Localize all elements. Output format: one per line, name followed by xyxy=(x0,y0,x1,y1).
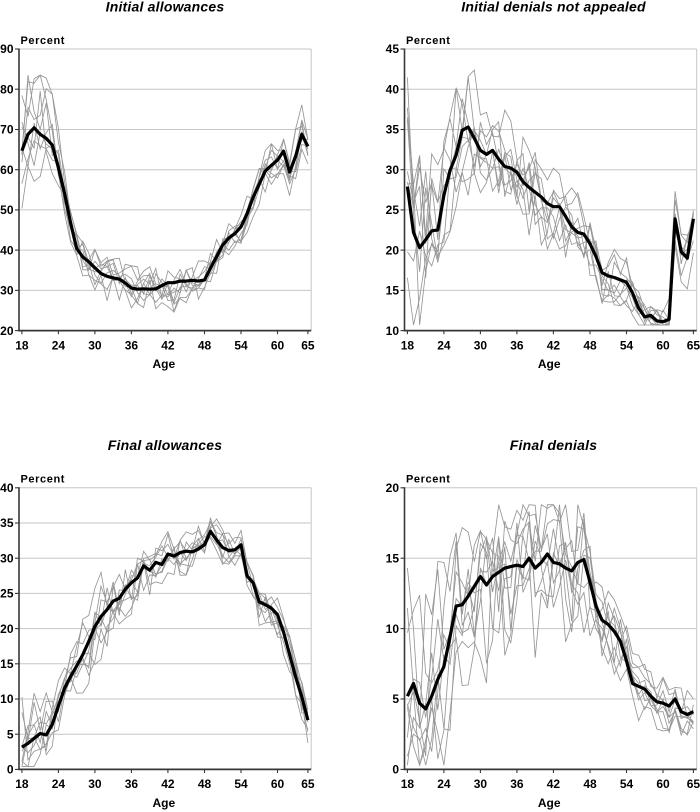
svg-text:0: 0 xyxy=(392,763,399,777)
svg-text:5: 5 xyxy=(392,692,399,706)
svg-text:24: 24 xyxy=(437,338,451,352)
svg-text:60: 60 xyxy=(271,777,285,791)
svg-text:Age: Age xyxy=(538,796,561,810)
svg-text:65: 65 xyxy=(301,777,315,791)
svg-text:50: 50 xyxy=(0,203,14,217)
svg-text:40: 40 xyxy=(0,481,14,495)
svg-text:54: 54 xyxy=(620,777,634,791)
svg-text:10: 10 xyxy=(386,622,400,636)
svg-text:Initial allowances: Initial allowances xyxy=(106,0,225,14)
svg-text:36: 36 xyxy=(125,338,139,352)
svg-text:20: 20 xyxy=(0,622,14,636)
svg-text:15: 15 xyxy=(0,657,14,671)
svg-text:20: 20 xyxy=(386,243,400,257)
svg-text:60: 60 xyxy=(656,777,670,791)
svg-text:24: 24 xyxy=(52,777,66,791)
svg-text:Initial denials not appealed: Initial denials not appealed xyxy=(461,0,646,14)
svg-text:Age: Age xyxy=(152,357,175,371)
svg-text:25: 25 xyxy=(386,203,400,217)
svg-text:24: 24 xyxy=(52,338,66,352)
svg-text:30: 30 xyxy=(0,551,14,565)
svg-text:Age: Age xyxy=(538,357,561,371)
svg-text:48: 48 xyxy=(583,777,597,791)
svg-text:65: 65 xyxy=(687,338,700,352)
svg-text:60: 60 xyxy=(0,163,14,177)
svg-text:40: 40 xyxy=(0,243,14,257)
svg-text:30: 30 xyxy=(474,338,488,352)
svg-text:20: 20 xyxy=(0,324,14,338)
svg-text:65: 65 xyxy=(301,338,315,352)
svg-text:Percent: Percent xyxy=(406,474,451,486)
svg-text:80: 80 xyxy=(0,82,14,96)
svg-text:36: 36 xyxy=(510,777,524,791)
svg-text:30: 30 xyxy=(88,777,102,791)
svg-text:42: 42 xyxy=(547,338,561,352)
svg-text:42: 42 xyxy=(547,777,561,791)
svg-text:Percent: Percent xyxy=(406,35,451,47)
svg-text:30: 30 xyxy=(88,338,102,352)
svg-text:70: 70 xyxy=(0,123,14,137)
svg-text:42: 42 xyxy=(161,338,175,352)
svg-text:18: 18 xyxy=(401,777,415,791)
svg-text:54: 54 xyxy=(234,338,248,352)
svg-text:10: 10 xyxy=(0,692,14,706)
svg-text:10: 10 xyxy=(386,324,400,338)
svg-text:35: 35 xyxy=(0,516,14,530)
svg-text:35: 35 xyxy=(386,123,400,137)
svg-text:45: 45 xyxy=(386,42,400,56)
svg-text:42: 42 xyxy=(161,777,175,791)
svg-text:18: 18 xyxy=(15,338,29,352)
svg-text:30: 30 xyxy=(386,163,400,177)
svg-text:Final allowances: Final allowances xyxy=(108,437,222,453)
svg-text:30: 30 xyxy=(0,284,14,298)
svg-text:60: 60 xyxy=(656,338,670,352)
svg-text:Percent: Percent xyxy=(21,35,66,47)
svg-text:54: 54 xyxy=(234,777,248,791)
svg-text:36: 36 xyxy=(510,338,524,352)
svg-text:15: 15 xyxy=(386,284,400,298)
svg-text:36: 36 xyxy=(125,777,139,791)
svg-text:60: 60 xyxy=(271,338,285,352)
svg-text:24: 24 xyxy=(437,777,451,791)
svg-text:0: 0 xyxy=(7,763,14,777)
svg-text:48: 48 xyxy=(583,338,597,352)
svg-text:18: 18 xyxy=(15,777,29,791)
svg-text:40: 40 xyxy=(386,82,400,96)
svg-text:Final denials: Final denials xyxy=(510,437,597,453)
svg-text:Age: Age xyxy=(152,796,175,810)
svg-text:18: 18 xyxy=(401,338,415,352)
svg-text:20: 20 xyxy=(386,481,400,495)
svg-text:Percent: Percent xyxy=(21,474,66,486)
svg-text:30: 30 xyxy=(474,777,488,791)
svg-text:15: 15 xyxy=(386,551,400,565)
svg-text:48: 48 xyxy=(198,777,212,791)
svg-text:25: 25 xyxy=(0,587,14,601)
svg-text:48: 48 xyxy=(198,338,212,352)
svg-text:54: 54 xyxy=(620,338,634,352)
svg-text:65: 65 xyxy=(687,777,700,791)
svg-text:5: 5 xyxy=(7,727,14,741)
svg-text:90: 90 xyxy=(0,42,14,56)
